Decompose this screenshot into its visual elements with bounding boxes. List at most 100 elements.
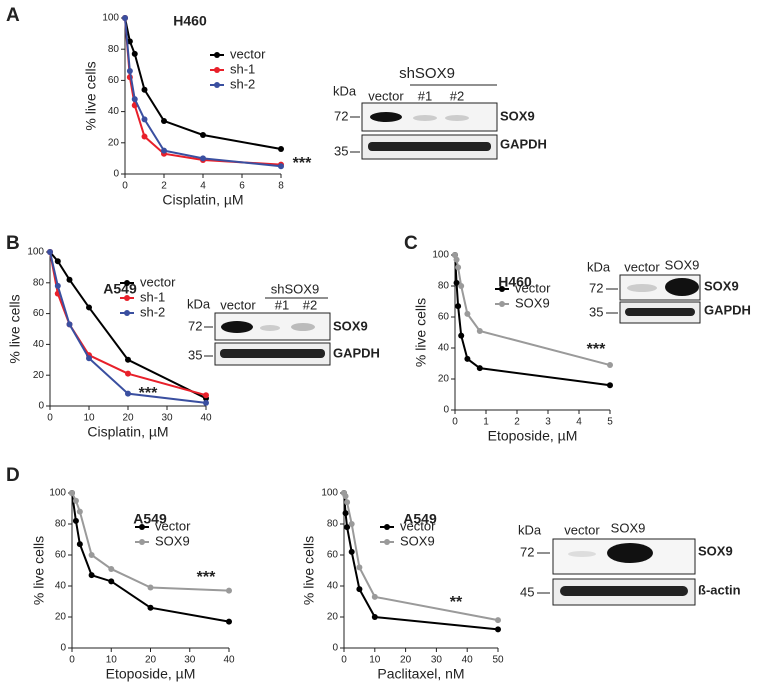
data-point — [69, 490, 75, 496]
x-axis-title: Paclitaxel, nM — [377, 666, 464, 682]
lane-label: vector — [368, 88, 404, 103]
data-point — [464, 355, 471, 362]
y-tick-label: 100 — [102, 13, 119, 24]
data-point — [125, 356, 131, 363]
x-tick-label: 0 — [47, 413, 53, 424]
y-tick-label: 60 — [108, 75, 120, 86]
data-point — [453, 279, 460, 286]
data-point — [607, 382, 613, 389]
legend-marker — [214, 52, 220, 58]
protein-label: GAPDH — [333, 345, 380, 360]
data-point — [76, 541, 83, 548]
protein-label: SOX9 — [500, 108, 535, 123]
legend-label: SOX9 — [155, 533, 190, 548]
annotation: *** — [139, 385, 158, 402]
x-tick-label: 20 — [400, 655, 412, 666]
y-tick-label: 80 — [108, 44, 120, 55]
data-point — [371, 614, 378, 620]
data-point — [356, 586, 363, 593]
data-point — [76, 508, 83, 515]
chart: 0 20 40 60 80 100 0 10 20 30 40 A549 Etoposide, µM % … — [31, 488, 235, 682]
data-point — [455, 303, 462, 310]
lane-label: #1 — [275, 297, 289, 312]
x-tick-label: 0 — [122, 181, 128, 192]
legend-marker — [214, 67, 220, 73]
blot: kDa shSOX9 vector #1 #2 72 35 SOX9 GAPDH — [187, 281, 380, 366]
data-point — [88, 552, 95, 558]
lane-label: SOX9 — [665, 257, 700, 272]
x-tick-label: 0 — [69, 655, 75, 666]
kda-label: kDa — [333, 83, 357, 98]
y-tick-label: 40 — [327, 581, 339, 592]
x-tick-label: 20 — [122, 413, 134, 424]
marker-label: 35 — [589, 304, 603, 319]
y-tick-label: 0 — [38, 401, 44, 412]
data-point — [86, 304, 92, 311]
lane-label: vector — [220, 297, 256, 312]
y-tick-label: 80 — [438, 281, 450, 292]
data-point — [126, 38, 133, 45]
marker-label: 72 — [188, 318, 202, 333]
data-point — [476, 327, 483, 334]
marker-label: 35 — [188, 347, 202, 362]
protein-label: ß-actin — [698, 582, 741, 597]
data-point — [453, 256, 460, 263]
data-point — [147, 604, 154, 611]
data-point — [54, 258, 61, 265]
data-point — [344, 499, 351, 506]
lane-label: SOX9 — [611, 520, 646, 535]
data-point — [455, 264, 462, 271]
band — [607, 543, 653, 563]
data-point — [147, 584, 154, 591]
data-point — [458, 283, 465, 289]
data-point — [476, 365, 483, 372]
protein-label: SOX9 — [333, 318, 368, 333]
data-point — [226, 618, 232, 625]
lane-label: #1 — [418, 88, 432, 103]
y-axis-title: % live cells — [413, 298, 429, 367]
data-point — [203, 399, 209, 406]
protein-label: SOX9 — [698, 543, 733, 558]
annotation: *** — [293, 155, 312, 172]
x-tick-label: 2 — [514, 417, 520, 428]
data-point — [371, 593, 378, 600]
legend-marker — [139, 539, 145, 545]
data-point — [161, 147, 167, 154]
data-point — [348, 521, 355, 527]
chart-title: H460 — [173, 13, 207, 29]
x-tick-label: 20 — [145, 655, 157, 666]
band — [221, 321, 253, 333]
data-point — [356, 564, 363, 571]
data-point — [348, 548, 355, 555]
legend-marker — [384, 524, 390, 530]
panel-label: D — [6, 465, 20, 486]
data-point — [54, 282, 61, 289]
legend-label: sh-2 — [230, 76, 255, 91]
band — [220, 349, 325, 358]
lane-label: #2 — [303, 297, 317, 312]
y-axis-title: % live cells — [83, 61, 99, 130]
kda-label: kDa — [518, 522, 542, 537]
data-point — [86, 355, 92, 362]
x-tick-label: 50 — [492, 655, 504, 666]
lane-label: #2 — [450, 88, 464, 103]
y-axis-title: % live cells — [31, 536, 47, 605]
data-point — [452, 252, 458, 258]
y-tick-label: 80 — [55, 519, 67, 530]
x-axis-title: Etoposide, µM — [106, 666, 196, 682]
x-axis-title: Etoposide, µM — [488, 428, 578, 444]
y-tick-label: 20 — [108, 137, 120, 148]
x-axis-title: Cisplatin, µM — [162, 192, 243, 208]
legend-label: SOX9 — [515, 295, 550, 310]
protein-label: SOX9 — [704, 278, 739, 293]
legend-label: vector — [515, 280, 551, 295]
blot: kDa vector SOX9 72 45 SOX9 ß-actin — [518, 520, 741, 606]
chart: 0 20 40 60 80 100 0 10 20 30 40 50 A549 Paclitaxel, n… — [301, 488, 504, 682]
x-tick-label: 5 — [607, 417, 613, 428]
group-label: shSOX9 — [271, 281, 319, 296]
marker-label: 72 — [334, 108, 348, 123]
data-point — [464, 310, 471, 317]
legend-marker — [124, 310, 130, 316]
